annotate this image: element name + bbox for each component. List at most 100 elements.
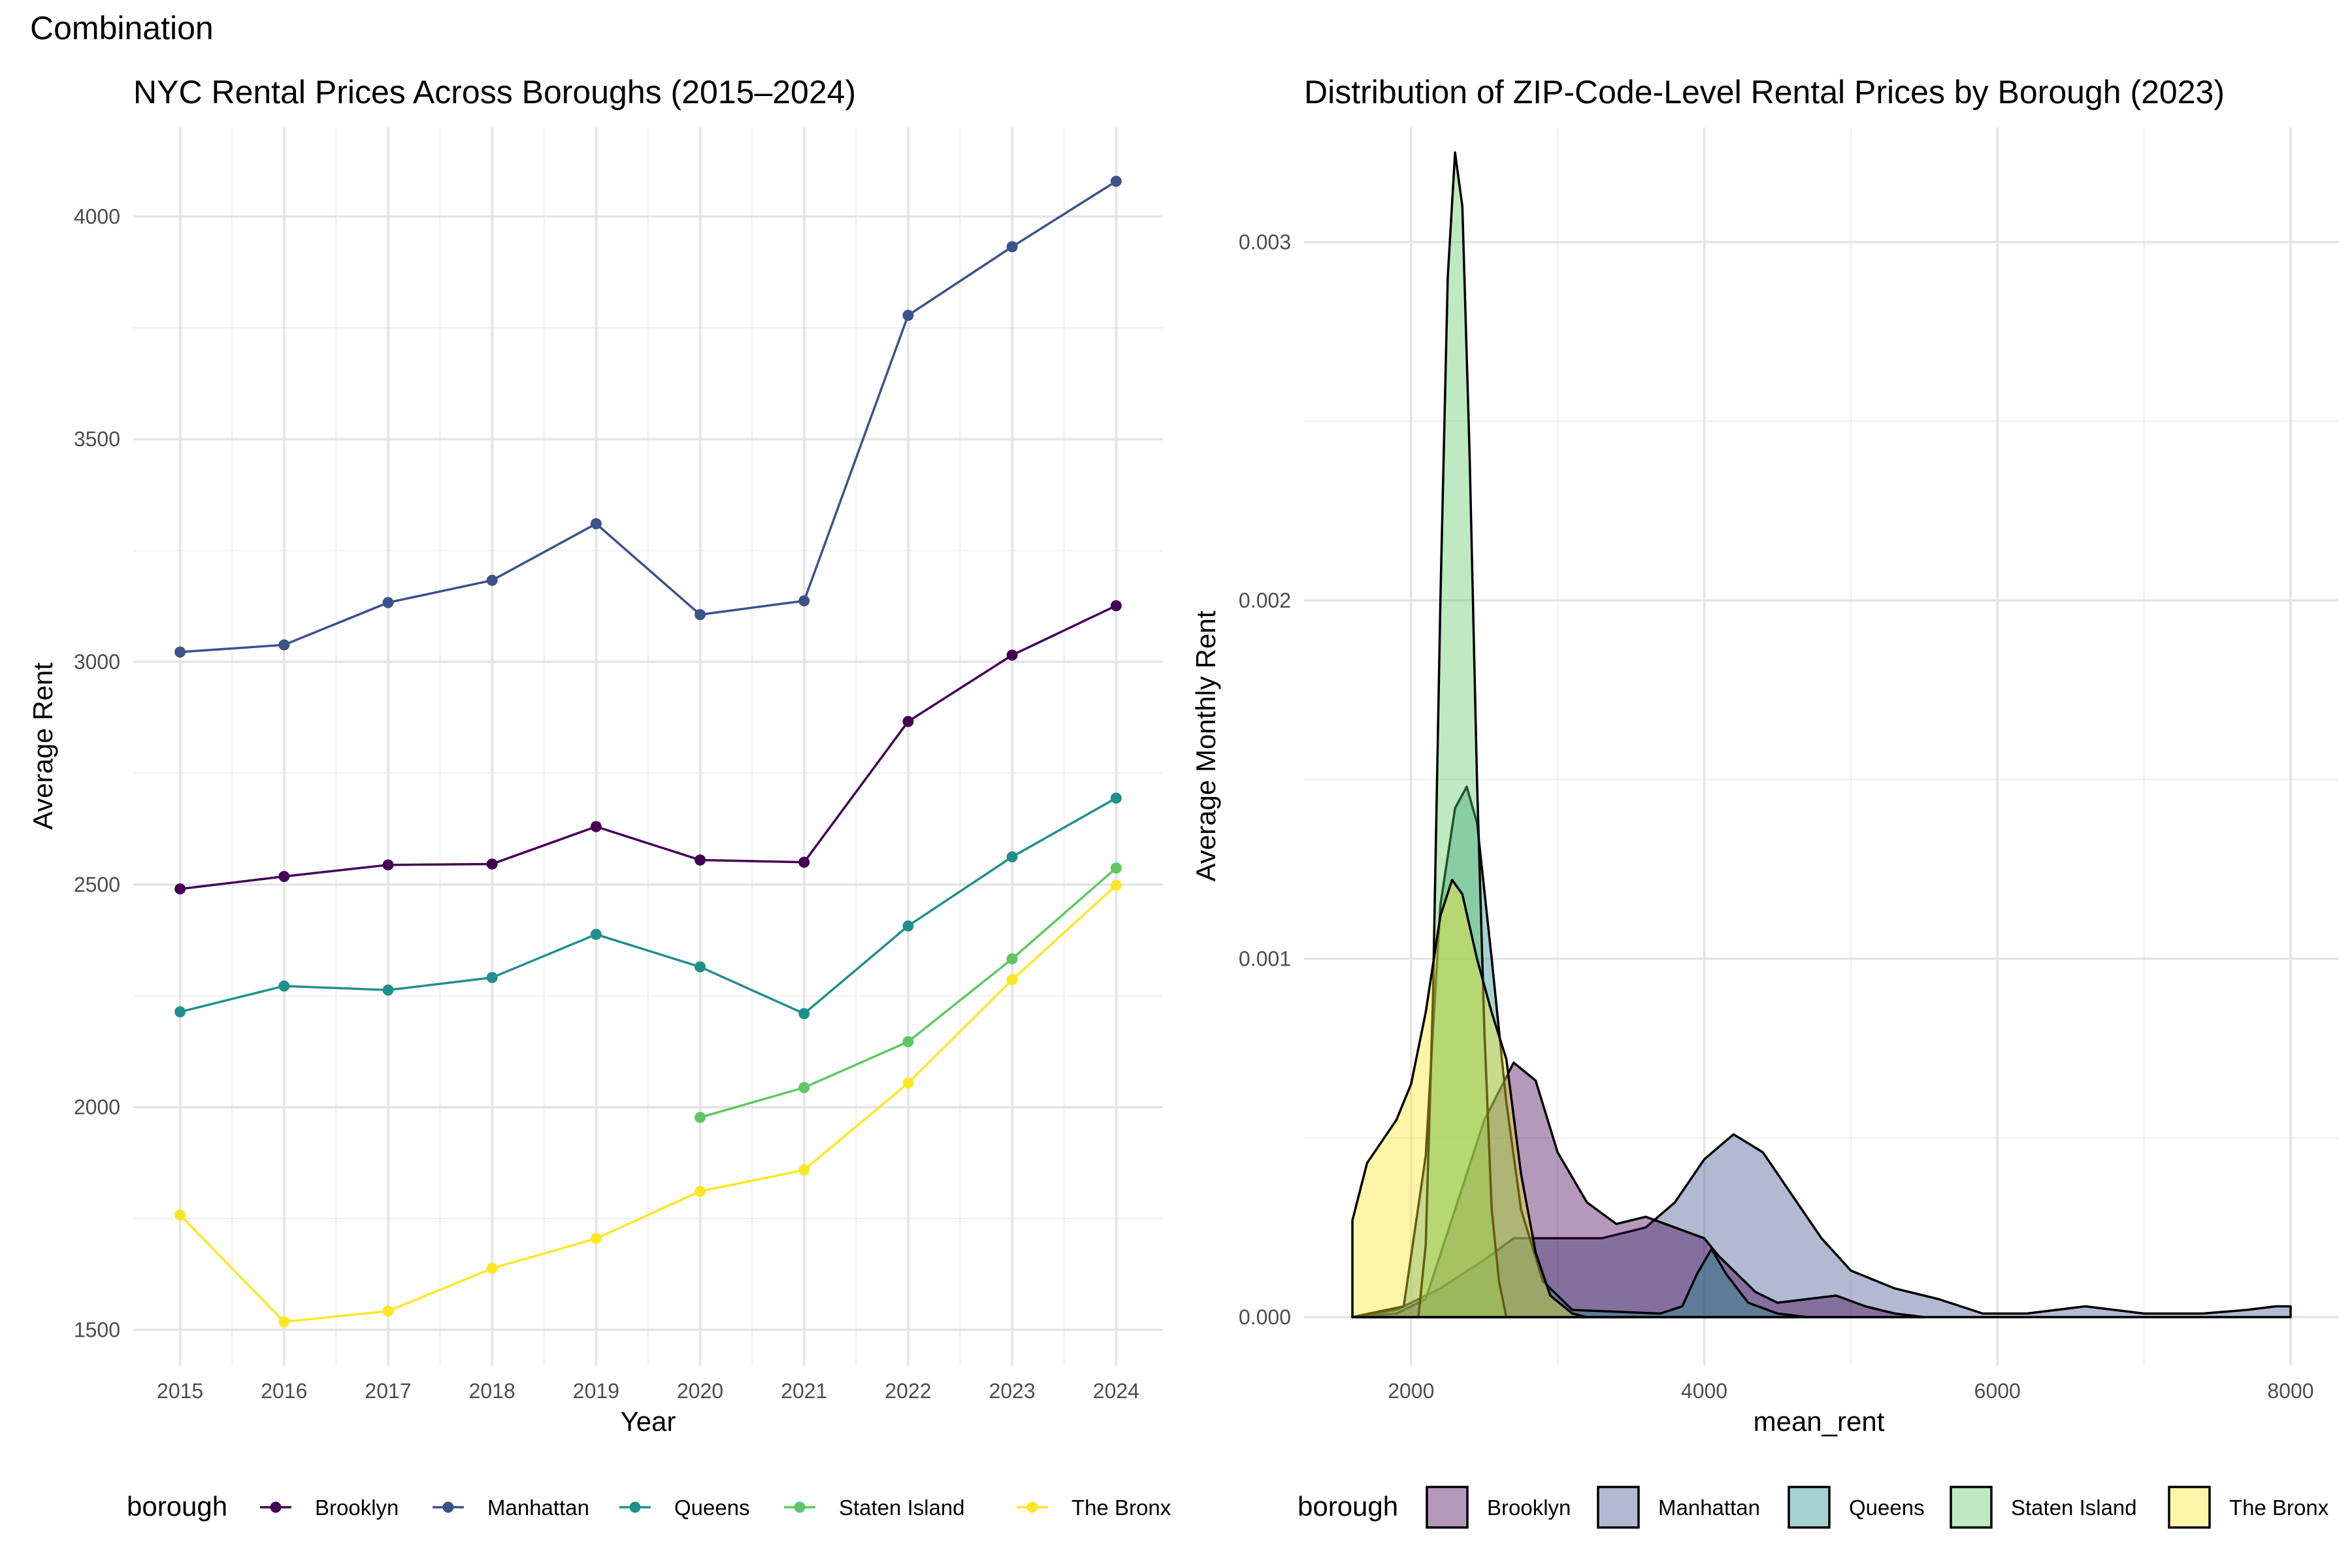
data-point xyxy=(382,1305,394,1317)
data-point xyxy=(902,715,914,727)
data-point xyxy=(1006,974,1018,986)
series-line xyxy=(180,797,1117,1015)
legend-item-queens: Queens xyxy=(1788,1486,1925,1529)
legend-key-swatch xyxy=(1788,1486,1831,1529)
line-chart-grid xyxy=(133,127,1163,1365)
density-chart-series xyxy=(1351,151,2292,1318)
data-point xyxy=(1006,851,1018,863)
line-chart-legend-title: borough xyxy=(127,1491,227,1522)
data-point xyxy=(174,1209,186,1221)
line-chart-legend: borough Brooklyn Manhattan Queens Staten Is… xyxy=(127,1491,1171,1522)
density-area xyxy=(1351,879,1588,1318)
y-tick-label: 2000 xyxy=(74,1096,120,1119)
legend-key-swatch xyxy=(1950,1486,1993,1529)
x-tick-label: 6000 xyxy=(1974,1379,2021,1403)
series-line xyxy=(180,604,1117,890)
x-tick-label: 4000 xyxy=(1681,1379,1727,1403)
legend-item-manhattan: Manhattan xyxy=(433,1495,589,1520)
legend-label: Manhattan xyxy=(1658,1495,1760,1520)
data-point xyxy=(174,883,186,895)
data-point xyxy=(798,1082,810,1094)
data-point xyxy=(1110,862,1122,874)
legend-item-staten-island: Staten Island xyxy=(1950,1486,2137,1529)
density-chart-x-ticks: 2000 4000 6000 8000 xyxy=(1388,1379,2313,1403)
density-chart-title: Distribution of ZIP-Code-Level Rental Pr… xyxy=(1304,74,2225,110)
series-manhattan xyxy=(174,175,1122,658)
legend-item-queens: Queens xyxy=(619,1495,750,1520)
series-line xyxy=(180,180,1117,653)
legend-key-point xyxy=(270,1501,282,1513)
x-tick-label: 2019 xyxy=(573,1379,619,1403)
data-point xyxy=(486,858,498,870)
data-point xyxy=(590,928,602,940)
legend-key-point xyxy=(629,1501,641,1513)
legend-item-brooklyn: Brooklyn xyxy=(260,1495,399,1520)
data-point xyxy=(382,859,394,871)
x-tick-label: 2020 xyxy=(677,1379,723,1403)
legend-item-the-bronx: The Bronx xyxy=(1017,1495,1171,1520)
data-point xyxy=(902,1077,914,1089)
line-chart-x-ticks: 2015 2016 2017 2018 2019 2020 2021 2022 2023 2024 xyxy=(157,1379,1139,1403)
y-tick-label: 0.003 xyxy=(1239,231,1291,254)
x-tick-label: 2024 xyxy=(1093,1379,1139,1403)
legend-item-the-bronx: The Bronx xyxy=(2168,1486,2329,1529)
x-tick-label: 2016 xyxy=(261,1379,307,1403)
data-point xyxy=(590,518,602,530)
x-tick-label: 2018 xyxy=(469,1379,515,1403)
density-area xyxy=(1417,151,1508,1318)
data-point xyxy=(694,1111,706,1123)
data-point xyxy=(278,1316,290,1328)
series-line xyxy=(179,884,1117,1324)
legend-item-brooklyn: Brooklyn xyxy=(1426,1486,1571,1529)
density-area xyxy=(1351,785,1808,1318)
y-tick-label: 4000 xyxy=(74,204,120,228)
x-tick-label: 2017 xyxy=(365,1379,411,1403)
data-point xyxy=(486,972,498,983)
y-tick-label: 3000 xyxy=(74,650,120,674)
legend-label: Brooklyn xyxy=(315,1495,399,1520)
line-chart-series xyxy=(174,175,1122,1328)
data-point xyxy=(694,609,706,621)
data-point xyxy=(486,574,498,586)
data-point xyxy=(902,310,914,321)
page-title: Combination xyxy=(30,10,214,46)
density-area xyxy=(1351,1133,2292,1318)
data-point xyxy=(382,596,394,608)
legend-key-swatch xyxy=(2168,1486,2211,1529)
legend-label: Brooklyn xyxy=(1487,1495,1571,1520)
data-point xyxy=(278,639,290,651)
series-staten-island xyxy=(694,862,1122,1123)
density-staten-island xyxy=(1417,151,1508,1318)
data-point xyxy=(590,821,602,832)
x-tick-label: 2000 xyxy=(1388,1379,1434,1403)
data-point xyxy=(1006,241,1018,253)
line-chart-x-label: Year xyxy=(621,1406,676,1437)
legend-key-swatch xyxy=(1597,1486,1640,1529)
legend-label: Staten Island xyxy=(839,1495,965,1520)
line-chart-y-ticks: 1500 2000 2500 3000 3500 4000 xyxy=(74,204,120,1341)
data-point xyxy=(278,980,290,992)
data-point xyxy=(694,1185,706,1197)
x-tick-label: 2021 xyxy=(781,1379,827,1403)
y-tick-label: 0.000 xyxy=(1239,1305,1291,1329)
data-point xyxy=(1110,792,1122,804)
data-point xyxy=(694,961,706,973)
density-chart-y-ticks: 0.000 0.001 0.002 0.003 xyxy=(1239,231,1291,1329)
legend-key-point xyxy=(442,1501,454,1513)
density-chart-panel: Distribution of ZIP-Code-Level Rental Pr… xyxy=(1190,74,2339,1529)
series-the-bronx xyxy=(174,879,1122,1328)
y-tick-label: 3500 xyxy=(74,427,120,451)
x-tick-label: 8000 xyxy=(2267,1379,2313,1403)
legend-item-staten-island: Staten Island xyxy=(784,1495,965,1520)
legend-key-swatch xyxy=(1426,1486,1469,1529)
legend-label: The Bronx xyxy=(2229,1495,2329,1520)
y-tick-label: 2500 xyxy=(74,873,120,896)
data-point xyxy=(902,920,914,932)
density-chart-legend-title: borough xyxy=(1298,1491,1398,1522)
legend-label: The Bronx xyxy=(1071,1495,1171,1520)
density-chart-x-label: mean_rent xyxy=(1754,1406,1885,1437)
data-point xyxy=(278,871,290,883)
data-point xyxy=(1110,879,1122,891)
y-tick-label: 1500 xyxy=(74,1318,120,1341)
data-point xyxy=(798,1007,810,1019)
